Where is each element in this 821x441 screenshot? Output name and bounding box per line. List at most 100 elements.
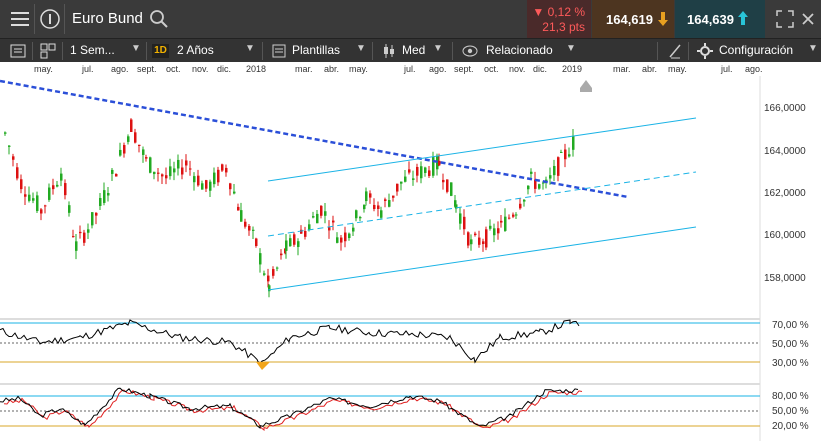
candle-body xyxy=(336,237,339,243)
candle-body xyxy=(107,193,110,196)
expand-icon[interactable] xyxy=(774,8,796,30)
candle-body xyxy=(280,253,283,256)
time-tick: sept. xyxy=(137,64,157,74)
panel-icon[interactable] xyxy=(10,43,26,59)
period-dropdown[interactable]: 1 Sem... xyxy=(70,43,115,57)
candle-body xyxy=(83,232,86,243)
candle-body xyxy=(149,157,152,173)
candle-body xyxy=(32,198,35,201)
candle-body xyxy=(308,224,311,230)
candle-body xyxy=(340,237,343,243)
candle-body xyxy=(40,209,43,214)
candle-body xyxy=(259,253,262,265)
candle-body xyxy=(177,159,180,169)
candle-body xyxy=(91,212,94,226)
candle-body xyxy=(428,170,431,176)
candle-body xyxy=(316,213,319,224)
candle-body xyxy=(474,233,477,236)
candle-body xyxy=(12,156,15,160)
candle-body xyxy=(455,204,458,209)
candle-body xyxy=(20,179,23,190)
candle-body xyxy=(542,182,545,184)
candle-body xyxy=(557,157,560,176)
buy-price-button[interactable]: 164,639 xyxy=(675,0,765,38)
candle-body xyxy=(181,167,184,175)
candle-body xyxy=(72,236,75,238)
candle-body xyxy=(312,216,315,218)
candle-body xyxy=(197,175,200,186)
candle-body xyxy=(420,166,423,179)
templates-dropdown[interactable]: Plantillas xyxy=(292,43,341,57)
candle-body xyxy=(173,168,176,173)
rsi-label: 30,00 % xyxy=(772,358,809,369)
divider xyxy=(146,42,147,60)
candle-body xyxy=(56,184,59,187)
candle-body xyxy=(87,229,90,233)
candle-body xyxy=(523,199,526,202)
candle-body xyxy=(68,205,71,213)
candle-body xyxy=(285,240,288,251)
candle-body xyxy=(237,206,240,211)
candle-body xyxy=(412,178,415,180)
divider xyxy=(657,42,658,60)
candle-body xyxy=(493,228,496,236)
price-chart[interactable] xyxy=(0,76,821,441)
candle-body xyxy=(454,200,457,207)
search-icon[interactable] xyxy=(148,8,170,30)
candle-body xyxy=(304,230,307,237)
candle-body xyxy=(489,225,492,229)
candle-body xyxy=(392,195,395,198)
candle-body xyxy=(467,232,470,246)
candle-body xyxy=(138,144,141,146)
candle-body xyxy=(185,160,188,166)
channel-upper xyxy=(267,117,697,182)
candle-body xyxy=(165,175,168,179)
close-icon[interactable] xyxy=(797,8,819,30)
candle-body xyxy=(324,211,327,216)
related-dropdown[interactable]: Relacionado xyxy=(486,43,553,57)
candle-body xyxy=(416,166,419,176)
time-tick: dic. xyxy=(217,64,232,74)
candle-body xyxy=(380,210,383,218)
time-tick: dic. xyxy=(533,64,548,74)
sell-price-button[interactable]: 164,619 xyxy=(592,0,674,38)
candle-body xyxy=(508,217,511,219)
time-tick: nov. xyxy=(509,64,526,74)
candle-body xyxy=(365,191,368,202)
range-dropdown[interactable]: 2 Años xyxy=(177,43,214,57)
candle-body xyxy=(404,176,407,182)
candle-body xyxy=(538,184,541,189)
interval-badge[interactable]: 1D xyxy=(152,44,169,58)
candle-body xyxy=(95,212,98,216)
sell-arrow-icon xyxy=(658,12,668,26)
price-type-dropdown[interactable]: Med xyxy=(402,43,426,57)
candle-body xyxy=(193,176,196,183)
layout-grid-icon[interactable] xyxy=(40,43,56,59)
chart-area[interactable]: 166,0000 164,0000 162,0000 160,0000 158,… xyxy=(0,76,821,441)
candle-body xyxy=(553,166,556,176)
candle-body xyxy=(134,132,137,143)
divider xyxy=(262,42,263,60)
templates-icon xyxy=(272,44,286,58)
candle-body xyxy=(400,181,403,184)
candle-body xyxy=(534,179,537,189)
candle-body xyxy=(519,203,522,209)
candle-body xyxy=(60,173,63,181)
candle-body xyxy=(348,233,351,239)
candle-body xyxy=(119,149,122,156)
time-tick: ago. xyxy=(429,64,447,74)
candle-body xyxy=(432,157,435,176)
rsi-label: 70,00 % xyxy=(772,320,809,331)
candle-body xyxy=(289,238,292,247)
candle-body xyxy=(504,216,507,231)
candle-body xyxy=(300,229,303,234)
info-circle-icon[interactable] xyxy=(39,8,61,30)
chevron-down-icon: ▼ xyxy=(245,43,255,54)
time-tick: may. xyxy=(349,64,368,74)
rsi-oversold-fill xyxy=(256,362,270,370)
drawing-tool-icon[interactable] xyxy=(668,43,682,59)
hamburger-menu-icon[interactable] xyxy=(9,8,31,30)
settings-dropdown[interactable]: Configuración xyxy=(719,43,794,57)
candle-body xyxy=(293,234,296,245)
candle-body xyxy=(424,167,427,173)
